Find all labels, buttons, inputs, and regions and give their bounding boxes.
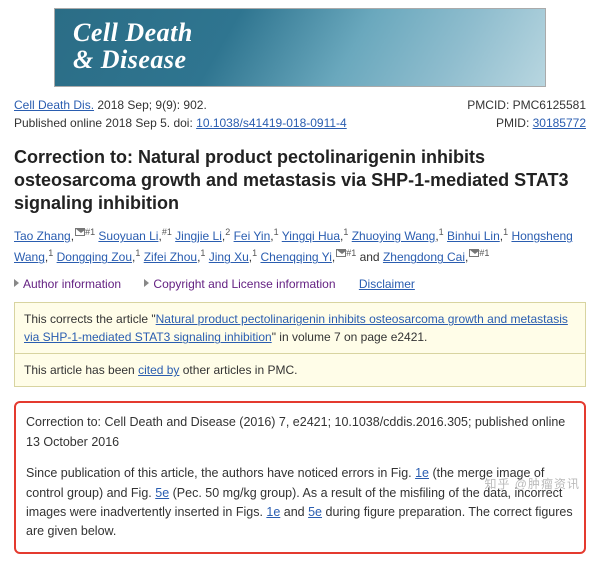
author-affil: 1 [252,248,257,258]
fig-link-1e-a[interactable]: 1e [415,466,429,480]
author-link[interactable]: Jingjie Li [175,229,222,243]
notice2-link[interactable]: cited by [138,363,179,377]
author-affil: #1 [479,248,489,258]
author-info-link[interactable]: Author information [23,277,121,291]
logo-line1: Cell Death [73,19,527,46]
notice2-post: other articles in PMC. [179,363,297,377]
author-affil: 1 [274,227,279,237]
info-bar: Author information Copyright and License… [14,276,586,293]
author-affil: 1 [503,227,508,237]
author-affil: 1 [439,227,444,237]
mail-icon [75,228,85,236]
notice1-post: " in volume 7 on page e2421. [272,330,428,344]
author-link[interactable]: Yingqi Hua [282,229,340,243]
author-link[interactable]: Zhengdong Cai [383,250,465,264]
correction-notice: This corrects the article "Natural produ… [14,302,586,354]
author-affil: #1 [346,248,356,258]
disclaimer-link[interactable]: Disclaimer [359,277,415,291]
author-link[interactable]: Binhui Lin [447,229,500,243]
article-title: Correction to: Natural product pectolina… [14,146,586,215]
doi-link[interactable]: 10.1038/s41419-018-0911-4 [196,116,347,130]
pmid-link[interactable]: 30185772 [533,116,586,130]
journal-banner: Cell Death & Disease [54,8,546,87]
citation-tail: 2018 Sep; 9(9): 902. [94,98,207,112]
author-link[interactable]: Zifei Zhou [144,250,197,264]
journal-logo: Cell Death & Disease [73,19,527,74]
meta-row-2: Published online 2018 Sep 5. doi: 10.103… [14,115,586,132]
author-link[interactable]: Dongqing Zou [57,250,132,264]
fig-link-5e-b[interactable]: 5e [308,505,322,519]
fig-link-5e-a[interactable]: 5e [155,486,169,500]
author-affil: 1 [343,227,348,237]
copyright-link[interactable]: Copyright and License information [153,277,335,291]
chevron-right-icon [144,279,149,287]
author-link[interactable]: Tao Zhang [14,229,71,243]
notice1-pre: This corrects the article " [24,312,156,326]
author-list: Tao Zhang,#1 Suoyuan Li,#1 Jingjie Li,2 … [14,225,586,267]
logo-line2: & Disease [73,46,527,73]
mail-icon [336,249,346,257]
author-affil: 1 [48,248,53,258]
chevron-right-icon [14,279,19,287]
journal-link[interactable]: Cell Death Dis. [14,98,94,112]
author-affil: 2 [225,227,230,237]
author-link[interactable]: Chenqqing Yi [261,250,332,264]
fig-link-1e-b[interactable]: 1e [266,505,280,519]
notice2-pre: This article has been [24,363,138,377]
author-affil: #1 [162,227,172,237]
author-affil: #1 [85,227,95,237]
author-affil: 1 [135,248,140,258]
pmid-label: PMID: [496,116,533,130]
author-affil: 1 [200,248,205,258]
author-link[interactable]: Zhuoying Wang [352,229,436,243]
correction-p1: Correction to: Cell Death and Disease (2… [26,413,574,452]
mail-icon [469,249,479,257]
citedby-notice: This article has been cited by other art… [14,354,586,387]
author-link[interactable]: Suoyuan Li [98,229,158,243]
pub-online-label: Published online 2018 Sep 5. doi: [14,116,196,130]
author-link[interactable]: Fei Yin [234,229,271,243]
meta-row-1: Cell Death Dis. 2018 Sep; 9(9): 902. PMC… [14,97,586,114]
pmcid: PMCID: PMC6125581 [467,97,586,114]
author-link[interactable]: Jing Xu [209,250,249,264]
watermark: 知乎 @肿瘤资讯 [484,476,580,493]
